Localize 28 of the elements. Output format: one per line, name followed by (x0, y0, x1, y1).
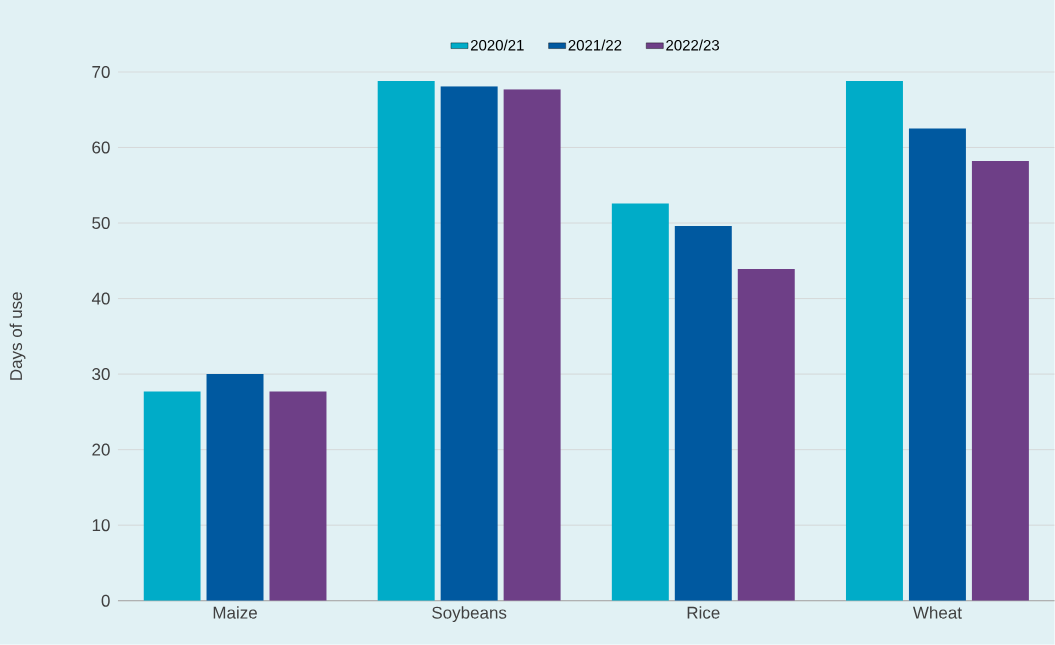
y-tick-label: 20 (92, 443, 110, 456)
bar (908, 128, 966, 601)
y-tick-label: 0 (101, 594, 110, 607)
bar (845, 81, 903, 601)
bar (674, 226, 732, 601)
y-tick-label: 40 (91, 292, 110, 305)
x-tick-label: Rice (687, 606, 720, 619)
bar (377, 81, 435, 601)
legend-label: 2022/23 (666, 39, 720, 51)
bar (440, 86, 498, 601)
bar (971, 161, 1029, 601)
y-tick-label: 70 (92, 66, 110, 79)
bar (206, 374, 264, 601)
bar (269, 391, 327, 601)
y-tick-label: 10 (92, 519, 110, 532)
x-tick-label: Wheat (912, 606, 962, 619)
x-tick-label: Maize (213, 606, 257, 619)
y-axis-title: Days of use (9, 292, 26, 380)
legend-label: 2021/22 (568, 39, 622, 51)
y-tick-label: 60 (92, 141, 110, 154)
legend-label: 2020/21 (470, 39, 524, 51)
y-tick-label: 50 (92, 217, 110, 230)
bar (143, 391, 201, 601)
bar (503, 89, 561, 601)
x-tick-label: Soybeans (432, 606, 507, 623)
bar (611, 203, 669, 601)
bar (737, 269, 795, 601)
y-tick-label: 30 (92, 368, 110, 381)
